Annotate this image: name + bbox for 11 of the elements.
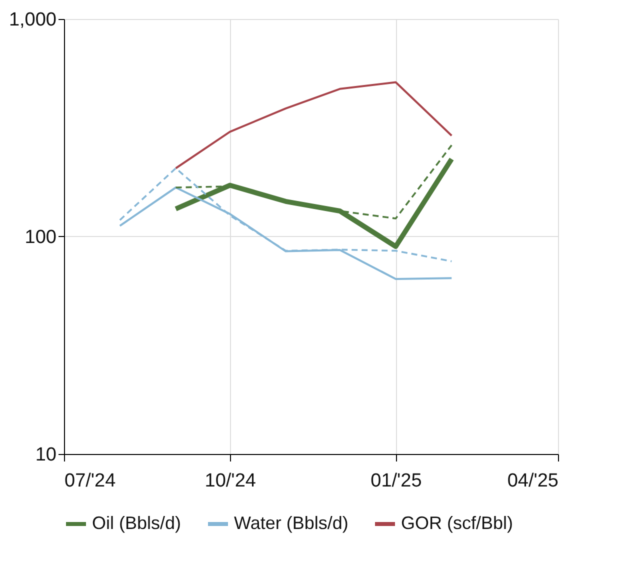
line-series bbox=[174, 81, 453, 170]
x-tick-label: 10/'24 bbox=[204, 470, 256, 492]
y-tick-label: 10 bbox=[35, 444, 56, 466]
legend-label: Oil (Bbls/d) bbox=[92, 513, 182, 533]
x-tick-label: 07/'24 bbox=[64, 470, 116, 492]
y-tick-label: 1,000 bbox=[8, 10, 56, 30]
legend-label: Water (Bbls/d) bbox=[234, 513, 348, 533]
x-tick-label: 04/'25 bbox=[507, 470, 558, 492]
legend-label: GOR (scf/Bbl) bbox=[401, 513, 514, 533]
x-tick-label: 01/'25 bbox=[370, 470, 422, 492]
y-tick-label: 100 bbox=[24, 227, 56, 248]
